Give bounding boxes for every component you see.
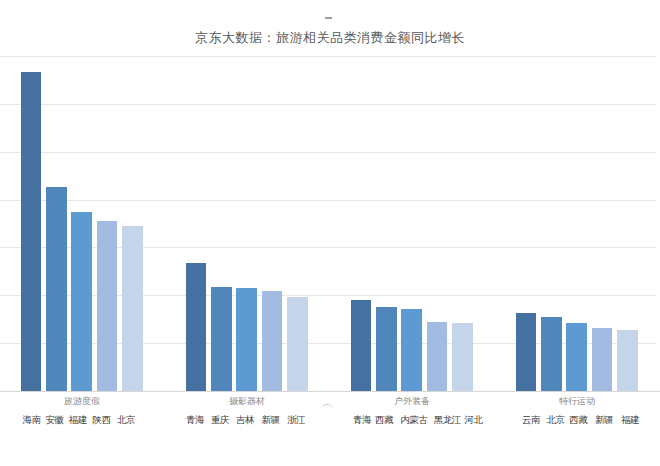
x-axis-item-label: 福建 [69, 414, 87, 427]
bar-摄影器材-吉林 [236, 288, 257, 391]
chart-title: 京东大数据：旅游相关品类消费金额同比增长 [0, 29, 660, 47]
x-axis-item-label: 西藏 [375, 414, 393, 427]
bar-特行运动-福建 [617, 330, 638, 391]
x-axis-item-label: 北京 [117, 414, 135, 427]
bar-户外装备-西藏 [376, 307, 397, 391]
bar-摄影器材-重庆 [211, 287, 232, 391]
x-axis-item-label: 浙江 [287, 414, 305, 427]
x-axis-item-label: 北京 [546, 414, 564, 427]
arc-mark [321, 404, 333, 410]
x-axis-group-label: 摄影器材 [229, 395, 265, 408]
bar-摄影器材-浙江 [287, 297, 308, 391]
bar-旅游度假-福建 [71, 212, 92, 391]
bar-特行运动-西藏 [566, 323, 587, 391]
x-axis-item-label: 河北 [464, 414, 482, 427]
chart-canvas: 京东大数据：旅游相关品类消费金额同比增长 海南安徽福建陕西北京旅游度假青海重庆吉… [0, 0, 660, 466]
bar-特行运动-新疆 [592, 328, 613, 391]
x-axis-item-label: 新疆 [262, 414, 280, 427]
x-axis-group-label: 特行运动 [559, 395, 595, 408]
x-axis-line [0, 391, 660, 392]
x-axis-item-label: 青海 [353, 414, 371, 427]
bar-户外装备-内蒙古 [401, 309, 422, 391]
x-axis-group-label: 旅游度假 [64, 395, 100, 408]
x-axis-item-label: 云南 [522, 414, 540, 427]
bar-特行运动-云南 [516, 313, 537, 391]
bar-摄影器材-新疆 [262, 291, 283, 391]
x-axis-item-label: 西藏 [569, 414, 587, 427]
bar-旅游度假-安徽 [46, 187, 67, 391]
x-axis-item-label: 海南 [23, 414, 41, 427]
bar-户外装备-青海 [351, 300, 372, 391]
gridline [0, 152, 656, 153]
x-axis-item-label: 青海 [186, 414, 204, 427]
gridline [0, 200, 656, 201]
x-axis-item-label: 重庆 [211, 414, 229, 427]
x-axis-item-label: 安徽 [45, 414, 63, 427]
x-axis-item-label: 陕西 [93, 414, 111, 427]
gridline [0, 56, 656, 57]
x-axis-group-label: 户外装备 [394, 395, 430, 408]
bar-特行运动-北京 [541, 317, 562, 391]
x-axis-item-label: 内蒙古 [400, 414, 427, 427]
bar-旅游度假-海南 [21, 72, 42, 391]
x-axis-item-label: 福建 [621, 414, 639, 427]
top-dash-mark [325, 17, 332, 19]
bar-摄影器材-青海 [186, 263, 207, 391]
bar-旅游度假-陕西 [97, 221, 118, 391]
x-axis-item-label: 新疆 [595, 414, 613, 427]
x-axis-item-label: 吉林 [236, 414, 254, 427]
bar-户外装备-河北 [452, 323, 473, 391]
bar-旅游度假-北京 [122, 226, 143, 391]
x-axis-item-label: 黑龙江 [434, 414, 461, 427]
bar-户外装备-黑龙江 [427, 322, 448, 391]
gridline [0, 104, 656, 105]
